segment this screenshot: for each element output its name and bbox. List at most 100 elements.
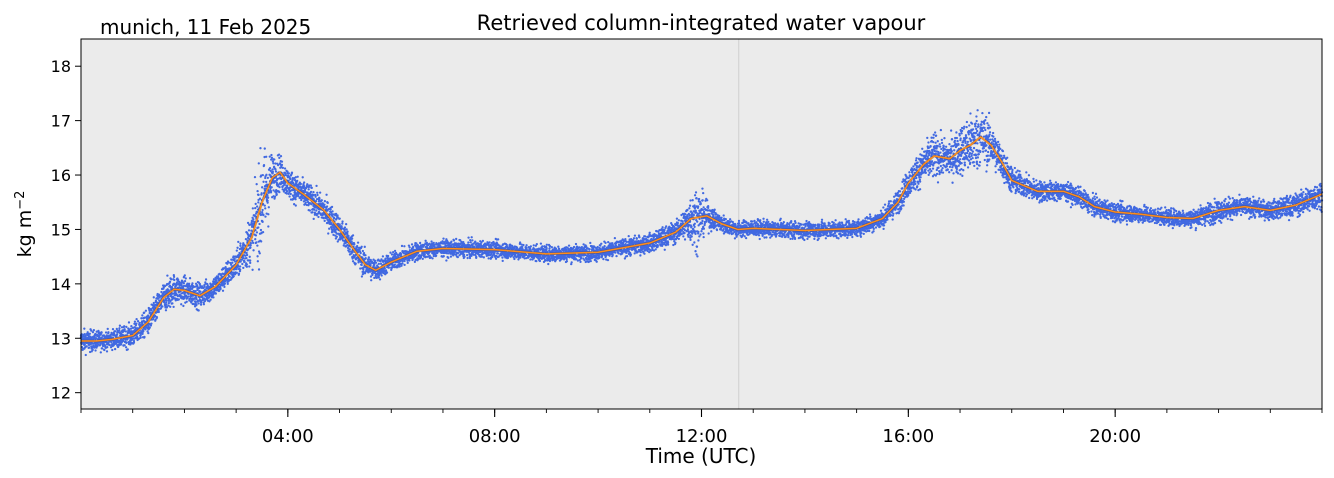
raw-point xyxy=(360,263,363,267)
raw-point xyxy=(571,247,575,251)
raw-point xyxy=(403,245,406,248)
raw-point xyxy=(314,195,317,198)
raw-point xyxy=(506,256,510,260)
raw-point xyxy=(280,160,284,163)
raw-point xyxy=(201,295,204,298)
raw-point xyxy=(545,246,548,250)
raw-point xyxy=(412,245,415,248)
raw-point xyxy=(287,172,291,175)
raw-point xyxy=(118,324,122,327)
raw-point xyxy=(139,336,142,339)
raw-point xyxy=(123,328,126,331)
raw-point xyxy=(104,331,108,334)
raw-point xyxy=(541,245,544,248)
raw-point xyxy=(255,210,259,213)
raw-point xyxy=(279,155,283,158)
raw-point xyxy=(580,246,584,249)
raw-point xyxy=(604,241,607,245)
raw-point xyxy=(465,254,469,257)
raw-point xyxy=(185,300,188,303)
raw-point xyxy=(274,170,278,173)
raw-point xyxy=(603,245,606,248)
raw-point xyxy=(318,191,322,194)
raw-point xyxy=(356,241,360,244)
raw-point xyxy=(271,160,275,163)
raw-point xyxy=(418,241,422,245)
raw-point xyxy=(115,333,119,336)
raw-point xyxy=(522,243,525,247)
raw-point xyxy=(607,240,610,244)
raw-point xyxy=(350,240,353,243)
raw-point xyxy=(452,239,456,242)
raw-point xyxy=(144,327,147,331)
raw-point xyxy=(280,163,284,167)
raw-point xyxy=(273,195,277,198)
raw-point xyxy=(126,348,129,351)
raw-point xyxy=(258,252,261,255)
raw-point xyxy=(306,183,309,186)
raw-point xyxy=(231,261,234,264)
raw-point xyxy=(674,241,677,245)
raw-point xyxy=(240,258,244,261)
raw-point xyxy=(309,190,313,194)
raw-point xyxy=(625,255,629,258)
raw-point xyxy=(338,217,341,220)
raw-point xyxy=(251,239,254,243)
raw-point xyxy=(258,197,262,200)
raw-point xyxy=(663,228,666,232)
raw-point xyxy=(251,241,255,245)
raw-point xyxy=(312,190,315,194)
raw-point xyxy=(169,305,172,308)
raw-point xyxy=(323,203,326,206)
raw-point xyxy=(519,256,522,259)
raw-point xyxy=(164,309,168,312)
raw-point xyxy=(377,276,380,279)
raw-point xyxy=(644,235,647,238)
raw-point xyxy=(299,182,302,186)
raw-point xyxy=(171,302,174,305)
raw-point xyxy=(589,241,592,245)
raw-point xyxy=(155,315,159,319)
raw-point xyxy=(249,241,253,245)
raw-point xyxy=(172,275,176,278)
raw-point xyxy=(501,256,504,259)
raw-point xyxy=(150,309,153,312)
raw-point xyxy=(399,252,403,256)
raw-point xyxy=(261,202,265,206)
raw-point xyxy=(134,324,138,327)
raw-point xyxy=(310,186,313,190)
raw-point xyxy=(214,279,218,282)
raw-point xyxy=(272,189,275,192)
raw-point xyxy=(83,343,86,346)
raw-point xyxy=(269,169,272,172)
raw-point xyxy=(187,282,191,285)
raw-point xyxy=(166,294,170,298)
raw-point xyxy=(317,215,320,219)
raw-point xyxy=(611,253,614,257)
raw-point xyxy=(535,259,538,263)
raw-point xyxy=(383,267,386,270)
raw-point xyxy=(434,254,438,257)
raw-point xyxy=(455,237,458,241)
raw-point xyxy=(548,259,552,263)
raw-point xyxy=(163,284,167,288)
raw-point xyxy=(278,191,281,194)
raw-point xyxy=(148,311,152,314)
raw-point xyxy=(161,305,164,308)
raw-point xyxy=(261,220,264,224)
raw-point xyxy=(547,262,550,266)
raw-point xyxy=(529,245,533,248)
raw-point xyxy=(311,211,314,214)
raw-point xyxy=(264,215,267,218)
raw-point xyxy=(239,244,242,247)
raw-point xyxy=(613,236,617,240)
raw-point xyxy=(663,248,666,251)
raw-point xyxy=(183,279,187,283)
raw-point xyxy=(475,256,478,260)
raw-point xyxy=(525,244,528,247)
raw-point xyxy=(379,262,383,265)
raw-point xyxy=(255,205,259,208)
raw-point xyxy=(471,239,474,242)
raw-point xyxy=(387,254,390,258)
raw-point xyxy=(323,200,327,203)
